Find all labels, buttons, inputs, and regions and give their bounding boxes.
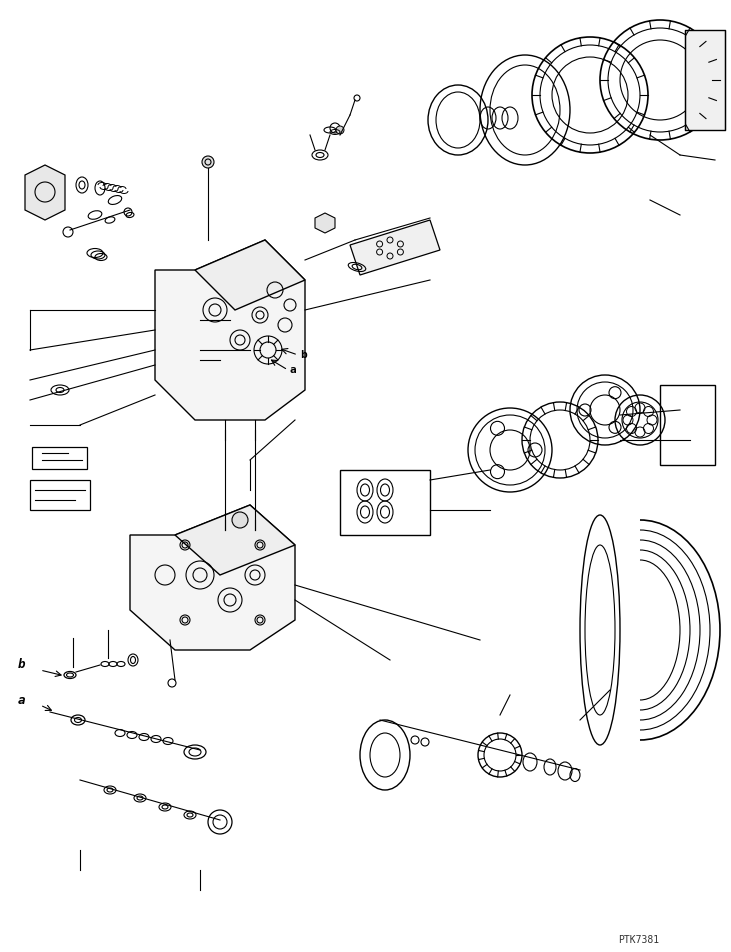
Text: a: a: [290, 365, 297, 375]
Polygon shape: [130, 505, 295, 650]
Bar: [660, 385, 715, 465]
Circle shape: [202, 156, 214, 168]
Text: b: b: [18, 659, 26, 671]
Text: a: a: [18, 693, 26, 706]
Bar: [685, 30, 725, 130]
Text: PTK7381: PTK7381: [618, 935, 659, 945]
Polygon shape: [350, 220, 440, 275]
Bar: [32, 447, 87, 469]
Polygon shape: [195, 240, 305, 310]
Polygon shape: [315, 213, 335, 233]
Polygon shape: [155, 240, 305, 420]
Circle shape: [336, 126, 344, 134]
Bar: [30, 480, 90, 510]
Bar: [340, 470, 430, 535]
Polygon shape: [25, 165, 65, 220]
Text: b: b: [300, 350, 307, 360]
Polygon shape: [175, 505, 295, 575]
Circle shape: [232, 512, 248, 528]
